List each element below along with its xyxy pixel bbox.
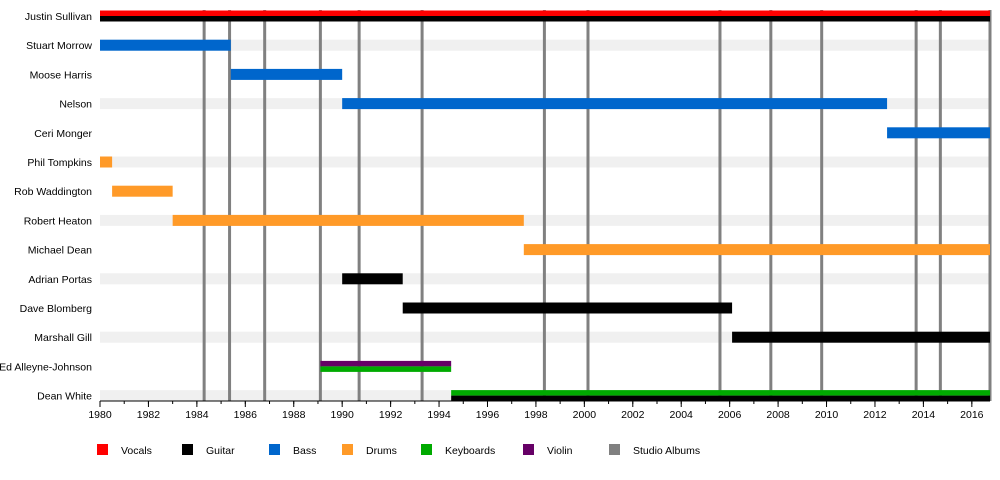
member-bar-guitar — [402, 302, 733, 314]
x-tick-label: 2014 — [912, 409, 936, 421]
x-tick-label: 1990 — [330, 409, 354, 421]
studio-album-line — [914, 10, 918, 401]
x-tick-label: 1996 — [476, 409, 500, 421]
x-tick-label: 2016 — [960, 409, 984, 421]
legend-swatch-drums — [342, 444, 353, 455]
member-bar-vocals — [100, 10, 990, 16]
member-label: Adrian Portas — [28, 274, 92, 286]
member-label: Dave Blomberg — [20, 303, 93, 315]
studio-album-line — [318, 10, 322, 401]
member-bar-violin — [320, 360, 452, 367]
legend-label-keyboards: Keyboards — [445, 445, 495, 457]
x-tick-label: 1998 — [524, 409, 548, 421]
member-bar-drums — [172, 214, 524, 226]
member-label: Stuart Morrow — [26, 40, 92, 52]
legend-label-bass: Bass — [293, 445, 316, 457]
member-label: Michael Dean — [28, 245, 92, 257]
member-bar-bass — [342, 98, 888, 110]
studio-album-line — [228, 10, 232, 401]
x-tick-label: 2008 — [766, 409, 790, 421]
x-tick-label: 2002 — [621, 409, 645, 421]
x-tick-label: 1994 — [427, 409, 451, 421]
studio-album-line — [420, 10, 424, 401]
member-label: Justin Sullivan — [25, 11, 92, 23]
x-tick-label: 1992 — [379, 409, 403, 421]
studio-album-line — [542, 10, 546, 401]
studio-album-line — [769, 10, 773, 401]
x-axis: 1980 1982 1984 1986 1988 1990 1992 1994 1996 1998… — [88, 400, 990, 421]
x-tick-label: 2004 — [670, 409, 694, 421]
member-bar-keyboards — [451, 390, 990, 396]
legend-label-guitar: Guitar — [206, 445, 235, 457]
member-bar-guitar — [100, 16, 990, 22]
studio-album-line — [586, 10, 590, 401]
member-label: Rob Waddington — [14, 186, 92, 198]
studio-album-line — [202, 10, 206, 401]
legend-swatch-violin — [523, 444, 534, 455]
legend-swatch-albums — [609, 444, 620, 455]
legend-label-drums: Drums — [366, 445, 397, 457]
legend-label-violin: Violin — [547, 445, 573, 457]
member-bar-drums — [112, 185, 173, 197]
studio-album-line — [938, 10, 942, 401]
legend-label-vocals: Vocals — [121, 445, 152, 457]
member-label: Ceri Monger — [34, 128, 92, 140]
member-label: Dean White — [37, 391, 92, 403]
member-label: Ed Alleyne-Johnson — [0, 361, 92, 373]
x-tick-label: 1980 — [88, 409, 112, 421]
legend-swatch-bass — [269, 444, 280, 455]
x-tick-label: 1984 — [185, 409, 209, 421]
member-label: Robert Heaton — [24, 215, 92, 227]
legend: Vocals Guitar Bass Drums Keyboards Violin Stud… — [97, 444, 700, 457]
member-bars — [100, 10, 990, 402]
legend-label-albums: Studio Albums — [633, 445, 700, 457]
legend-swatch-guitar — [182, 444, 193, 455]
member-bar-drums — [100, 156, 113, 168]
studio-album-lines — [202, 10, 992, 401]
member-bar-keyboards — [320, 366, 452, 372]
x-tick-label: 2012 — [863, 409, 887, 421]
member-label: Nelson — [59, 99, 92, 111]
member-labels: Justin Sullivan Stuart Morrow Moose Harris… — [0, 11, 92, 403]
member-bar-bass — [230, 68, 343, 80]
x-tick-label: 2006 — [718, 409, 742, 421]
member-bar-bass — [100, 39, 231, 51]
legend-swatch-vocals — [97, 444, 108, 455]
member-bar-guitar — [451, 395, 990, 402]
studio-album-line — [263, 10, 267, 401]
x-tick-label: 2010 — [815, 409, 839, 421]
studio-album-line — [357, 10, 361, 401]
x-tick-label: 1982 — [137, 409, 161, 421]
member-bar-guitar — [342, 273, 403, 285]
studio-album-line — [988, 10, 992, 401]
member-label: Phil Tompkins — [27, 157, 92, 169]
x-tick-label: 1986 — [234, 409, 258, 421]
studio-album-line — [820, 10, 824, 401]
member-bar-bass — [887, 127, 990, 139]
member-bar-drums — [523, 244, 990, 256]
x-tick-label: 1988 — [282, 409, 306, 421]
x-tick-label: 2000 — [573, 409, 597, 421]
member-label: Marshall Gill — [34, 332, 92, 344]
studio-album-line — [718, 10, 722, 401]
member-label: Moose Harris — [30, 69, 92, 81]
legend-swatch-keyboards — [421, 444, 432, 455]
member-bar-guitar — [732, 331, 990, 343]
